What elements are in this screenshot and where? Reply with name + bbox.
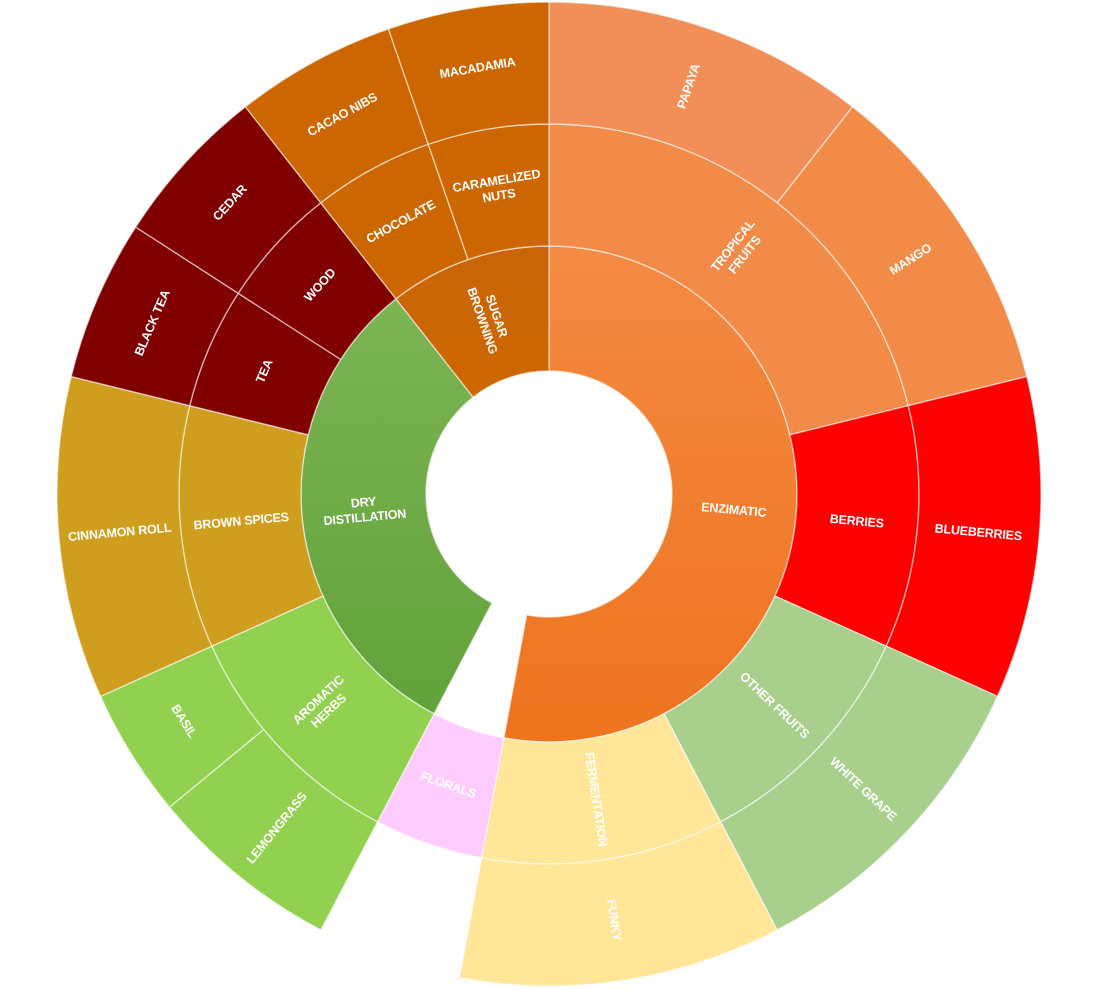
sunburst-segments (56, 1, 1042, 987)
segment-enzimatic-fermentation-funky (458, 820, 779, 987)
segment-label-enzimatic: ENZIMATIC (701, 500, 767, 520)
segment-label-enzimatic-berries: BERRIES (829, 512, 884, 531)
segment-label-enzimatic-fermentation-funky: FUNKY (604, 898, 624, 943)
segment-sugar-browning-caramelized-nuts-macadamia (387, 1, 550, 146)
